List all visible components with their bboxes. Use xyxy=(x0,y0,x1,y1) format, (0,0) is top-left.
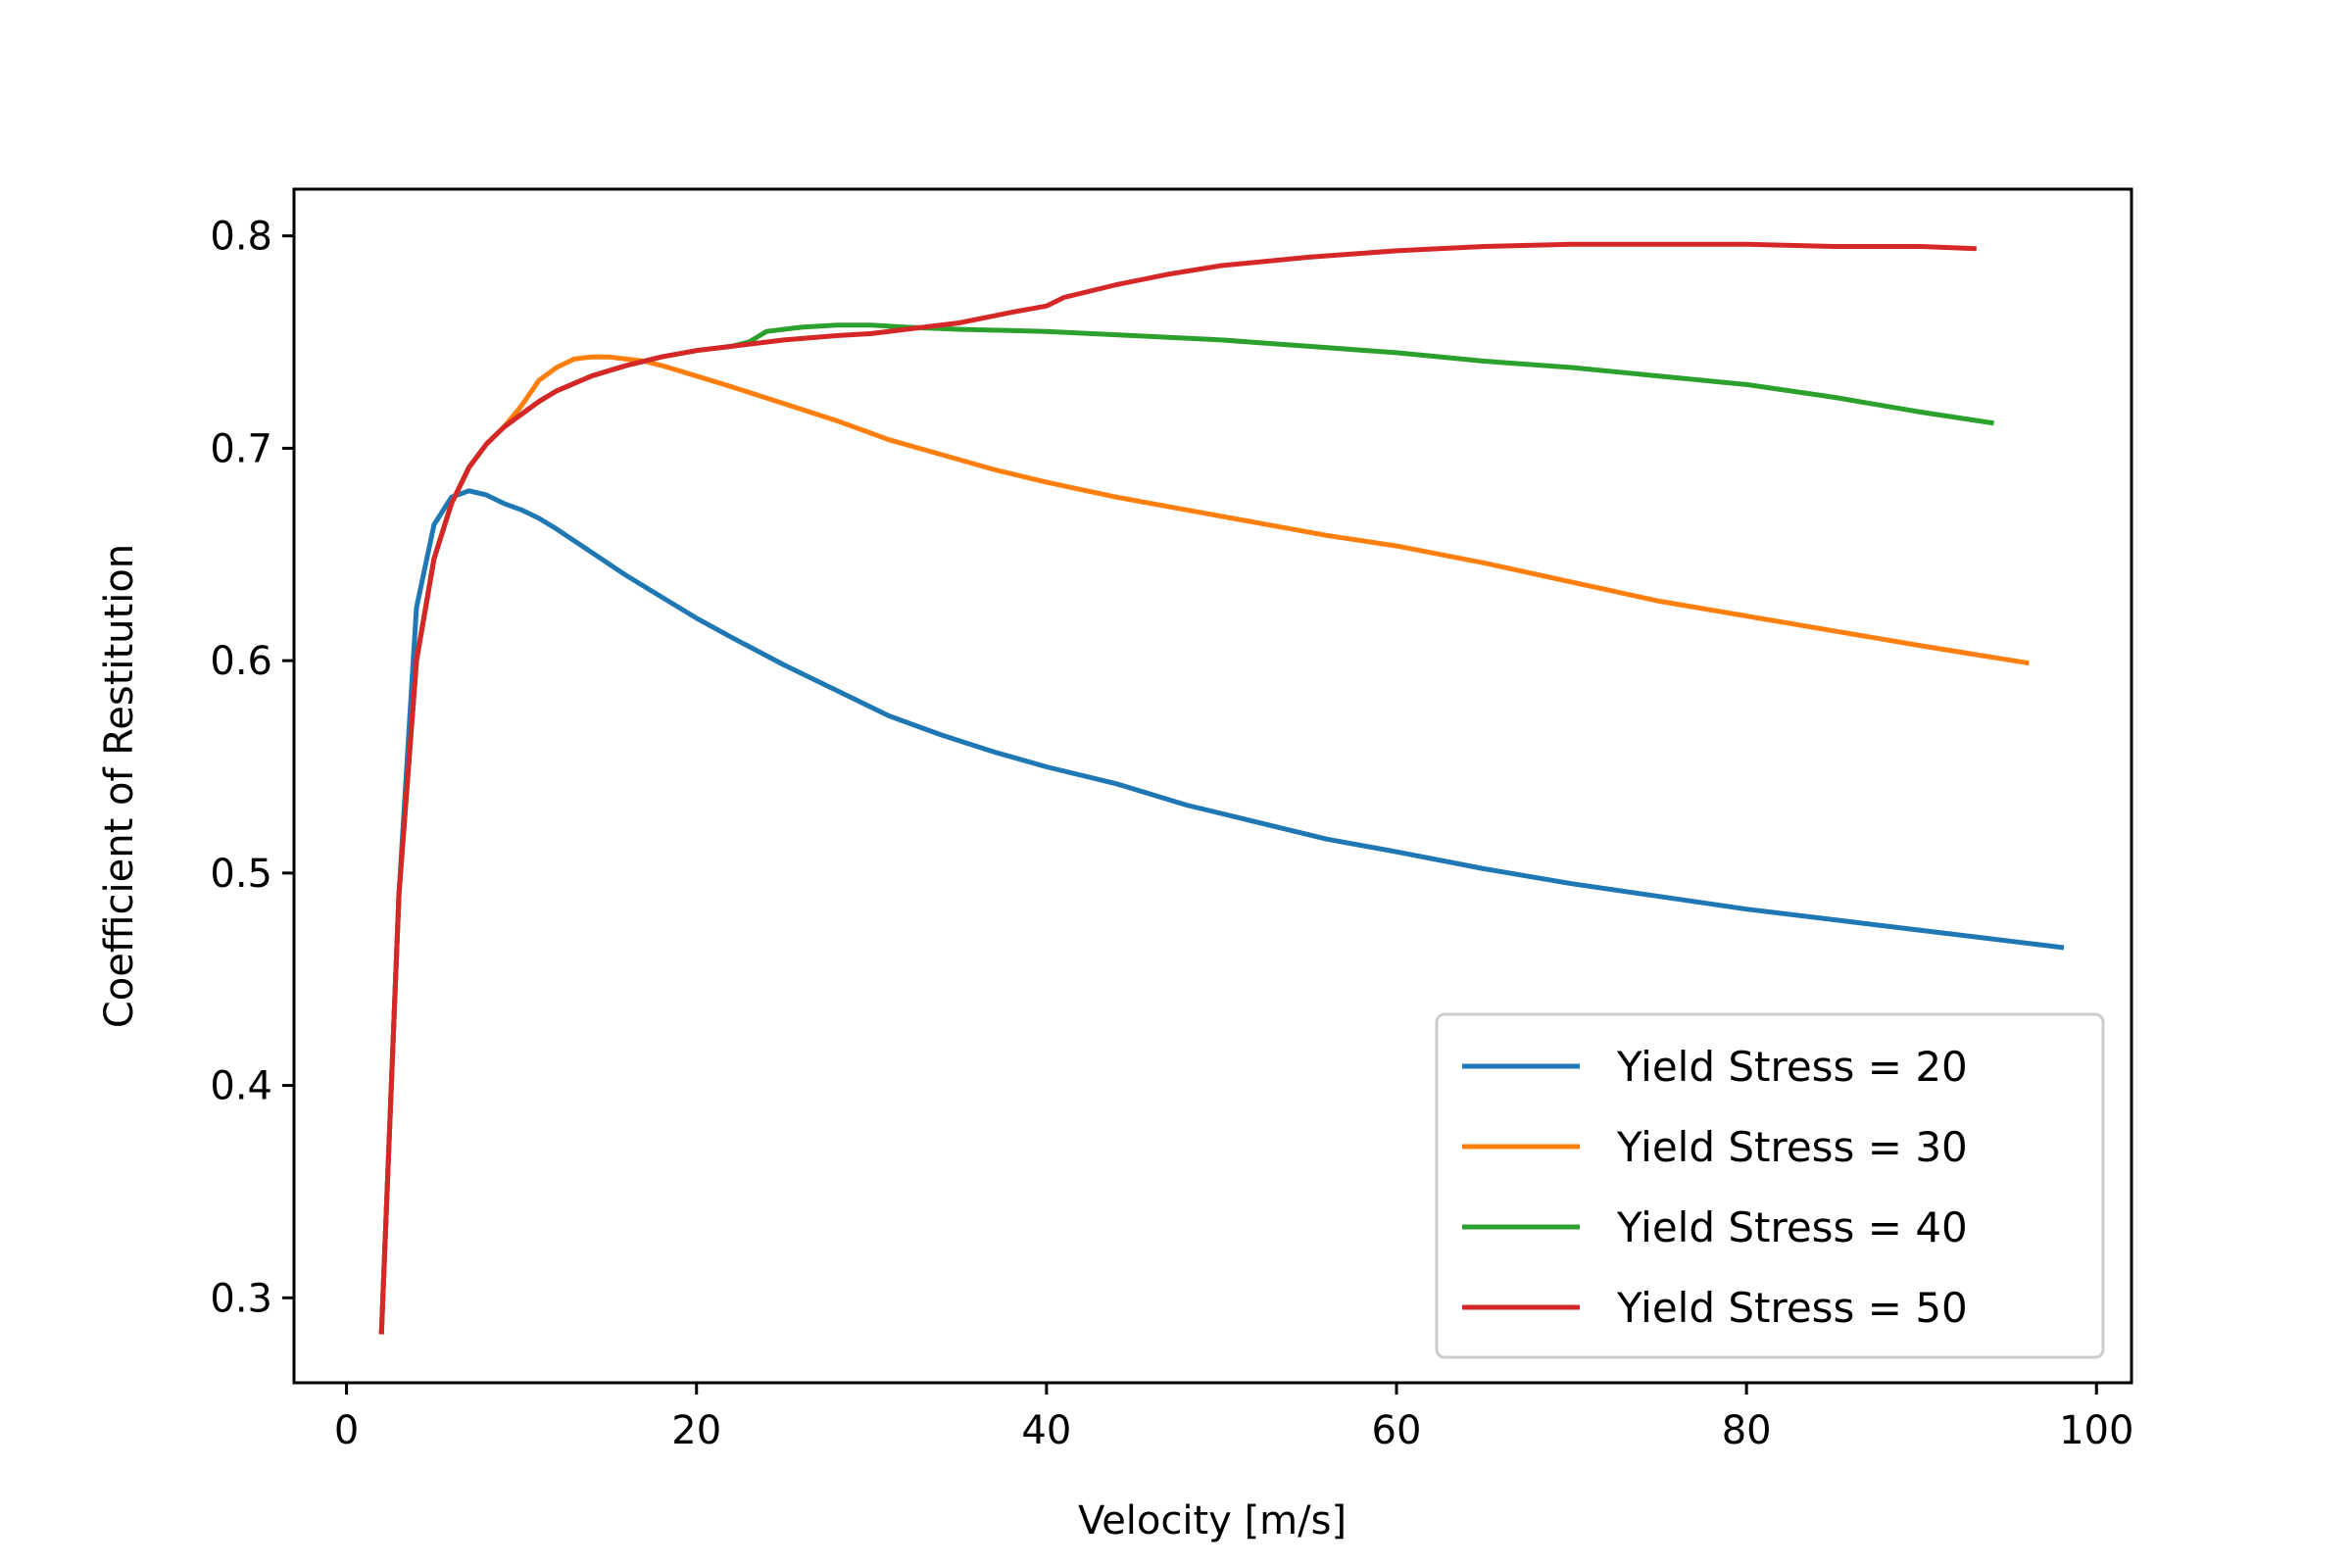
x-axis-label: Velocity [m/s] xyxy=(1078,1498,1347,1544)
x-tick-label: 100 xyxy=(2059,1408,2133,1453)
x-tick-label: 20 xyxy=(671,1408,721,1453)
series-lines xyxy=(378,241,2065,1335)
x-tick-label: 0 xyxy=(334,1408,359,1453)
axis-ticks: 0 20 40 60 80 100 0.3 0.4 0.5 0.6 0.7 0.8 xyxy=(210,215,2133,1453)
x-tick-label: 40 xyxy=(1021,1408,1071,1453)
axes-frame xyxy=(292,187,2133,1385)
series-line-1 xyxy=(378,488,2065,1335)
legend-label-1: Yield Stress = 20 xyxy=(1616,1043,1968,1091)
y-tick-label: 0.5 xyxy=(210,852,272,897)
y-axis-label: Coefficient of Restitution xyxy=(97,544,142,1028)
y-tick-label: 0.8 xyxy=(210,215,272,260)
y-tick-label: 0.7 xyxy=(210,426,272,471)
y-tick-label: 0.4 xyxy=(210,1064,272,1109)
legend-box xyxy=(1435,1012,2105,1359)
y-tick-label: 0.6 xyxy=(210,639,272,684)
x-tick-label: 60 xyxy=(1372,1408,1422,1453)
x-tick-label: 80 xyxy=(1722,1408,1772,1453)
y-tick-label: 0.3 xyxy=(210,1276,272,1321)
legend-label-3: Yield Stress = 40 xyxy=(1616,1203,1968,1251)
legend: Yield Stress = 20 Yield Stress = 30 Yield … xyxy=(1435,1012,2105,1359)
legend-label-4: Yield Stress = 50 xyxy=(1616,1284,1968,1332)
legend-label-2: Yield Stress = 30 xyxy=(1616,1123,1968,1171)
series-line-4 xyxy=(378,241,1977,1335)
